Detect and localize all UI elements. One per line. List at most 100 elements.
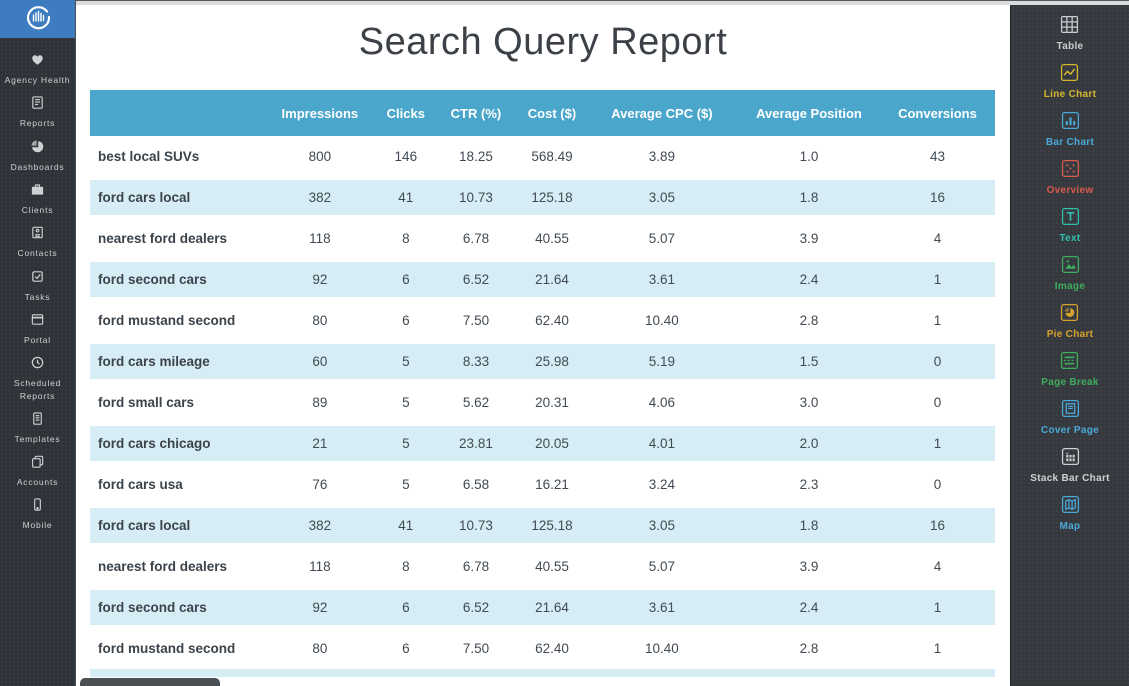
- cost-cell: 25.98: [535, 354, 569, 369]
- app-logo[interactable]: [0, 0, 75, 38]
- ctr-cell: 8.33: [462, 354, 490, 369]
- widget-item-page-break[interactable]: Page Break: [1041, 351, 1098, 388]
- impressions-cell: 80: [312, 313, 328, 328]
- template-document-icon: [30, 411, 45, 431]
- sidebar-item-accounts[interactable]: Accounts: [0, 454, 76, 488]
- average-cpc-cell: 3.61: [648, 272, 676, 287]
- partial-table-row: [90, 669, 995, 677]
- sidebar-item-templates[interactable]: Templates: [0, 411, 76, 445]
- average-position-cell: 2.4: [799, 272, 819, 287]
- sidebar-item-clients[interactable]: Clients: [0, 182, 76, 216]
- sidebar-item-portal[interactable]: Portal: [0, 312, 76, 346]
- sidebar-item-label: Clients: [21, 204, 54, 215]
- overview-dots-icon: [1061, 159, 1080, 183]
- average-cpc-cell: 4.01: [648, 436, 676, 451]
- column-header-cost: Cost ($): [527, 105, 577, 121]
- impressions-cell: 800: [308, 149, 332, 164]
- table-row[interactable]: ford mustand second 80 6 7.50 62.40 10.4…: [90, 628, 995, 669]
- average-position-cell: 1.5: [799, 354, 819, 369]
- widget-item-text[interactable]: Text: [1059, 207, 1080, 244]
- table-row[interactable]: nearest ford dealers 118 8 6.78 40.55 5.…: [90, 546, 995, 587]
- logo-chart-circle-icon: [24, 3, 52, 36]
- column-header-conversions: Conversions: [898, 105, 977, 121]
- ctr-cell: 7.50: [462, 313, 490, 328]
- cost-cell: 62.40: [535, 641, 569, 656]
- average-cpc-cell: 3.61: [648, 600, 676, 615]
- query-cell: ford cars usa: [98, 477, 183, 492]
- widget-item-table[interactable]: Table: [1057, 15, 1084, 52]
- sidebar-item-mobile[interactable]: Mobile: [0, 497, 76, 531]
- table-row[interactable]: ford second cars 92 6 6.52 21.64 3.61 2.…: [90, 259, 995, 300]
- impressions-cell: 92: [312, 600, 328, 615]
- cost-cell: 125.18: [531, 518, 573, 533]
- table-row[interactable]: ford cars local 382 41 10.73 125.18 3.05…: [90, 177, 995, 218]
- page-title[interactable]: Search Query Report: [358, 21, 728, 63]
- conversions-cell: 1: [933, 313, 942, 328]
- widget-item-line-chart[interactable]: Line Chart: [1044, 63, 1096, 100]
- widget-item-bar-chart[interactable]: Bar Chart: [1046, 111, 1094, 148]
- table-row[interactable]: ford second cars 92 6 6.52 21.64 3.61 2.…: [90, 587, 995, 628]
- image-icon: [1061, 255, 1080, 279]
- widget-item-overview[interactable]: Overview: [1047, 159, 1094, 196]
- widget-item-map[interactable]: Map: [1060, 495, 1081, 532]
- cost-cell: 21.64: [535, 272, 569, 287]
- query-cell: nearest ford dealers: [98, 231, 228, 246]
- column-header-impressions: Impressions: [281, 105, 359, 121]
- conversions-cell: 0: [933, 354, 942, 369]
- heart-icon: [30, 52, 45, 72]
- widget-item-pie-chart[interactable]: Pie Chart: [1047, 303, 1094, 340]
- impressions-cell: 89: [312, 395, 328, 410]
- table-body: best local SUVs 800 146 18.25 568.49 3.8…: [90, 136, 995, 669]
- sidebar-item-contacts[interactable]: Contacts: [0, 225, 76, 259]
- sidebar-item-dashboards[interactable]: Dashboards: [0, 139, 76, 173]
- widget-item-stack-bar-chart[interactable]: Stack Bar Chart: [1030, 447, 1110, 484]
- widget-label: Overview: [1046, 185, 1094, 196]
- sidebar-item-label: Dashboards: [10, 161, 65, 172]
- ctr-cell: 6.52: [462, 272, 490, 287]
- average-position-cell: 1.8: [799, 518, 819, 533]
- conversions-cell: 1: [933, 600, 942, 615]
- cost-cell: 20.05: [535, 436, 569, 451]
- sidebar-item-agency-health[interactable]: Agency Health: [0, 52, 76, 86]
- ctr-cell: 10.73: [459, 190, 493, 205]
- average-position-cell: 2.3: [799, 477, 819, 492]
- query-cell: ford cars chicago: [98, 436, 211, 451]
- window-top-strip: [76, 0, 1129, 5]
- widget-item-cover-page[interactable]: Cover Page: [1041, 399, 1099, 436]
- table-header-row: Impressions Clicks CTR (%) Cost ($) Aver…: [90, 90, 995, 136]
- sidebar-item-label: Portal: [23, 334, 51, 345]
- table-row[interactable]: ford small cars 89 5 5.62 20.31 4.06 3.0…: [90, 382, 995, 423]
- query-cell: ford cars mileage: [98, 354, 210, 369]
- column-header-ctr: CTR (%): [450, 105, 502, 121]
- sidebar-item-label: Mobile: [22, 520, 53, 531]
- table-row[interactable]: ford cars mileage 60 5 8.33 25.98 5.19 1…: [90, 341, 995, 382]
- impressions-cell: 382: [308, 518, 332, 533]
- ctr-cell: 10.73: [459, 518, 493, 533]
- conversions-cell: 4: [933, 231, 942, 246]
- table-row[interactable]: ford mustand second 80 6 7.50 62.40 10.4…: [90, 300, 995, 341]
- widget-item-image[interactable]: Image: [1055, 255, 1085, 292]
- ctr-cell: 7.50: [462, 641, 490, 656]
- average-position-cell: 2.0: [799, 436, 819, 451]
- clicks-cell: 146: [394, 149, 418, 164]
- average-cpc-cell: 5.07: [648, 231, 676, 246]
- widget-label: Line Chart: [1043, 89, 1097, 100]
- table-row[interactable]: nearest ford dealers 118 8 6.78 40.55 5.…: [90, 218, 995, 259]
- left-nav-items: Agency Health Reports Dashboards Clients…: [0, 38, 75, 532]
- ctr-cell: 23.81: [459, 436, 493, 451]
- table-row[interactable]: ford cars chicago 21 5 23.81 20.05 4.01 …: [90, 423, 995, 464]
- sidebar-item-label: Accounts: [16, 477, 59, 488]
- table-row[interactable]: ford cars local 382 41 10.73 125.18 3.05…: [90, 505, 995, 546]
- sidebar-item-scheduled-reports[interactable]: Scheduled Reports: [0, 355, 76, 402]
- sidebar-item-tasks[interactable]: Tasks: [0, 269, 76, 303]
- table-row[interactable]: ford cars usa 76 5 6.58 16.21 3.24 2.3 0: [90, 464, 995, 505]
- left-sidebar: Agency Health Reports Dashboards Clients…: [0, 0, 76, 686]
- conversions-cell: 16: [929, 190, 945, 205]
- clicks-cell: 5: [402, 477, 410, 492]
- impressions-cell: 92: [312, 272, 328, 287]
- clicks-cell: 8: [402, 559, 410, 574]
- table-row[interactable]: best local SUVs 800 146 18.25 568.49 3.8…: [90, 136, 995, 177]
- sidebar-item-reports[interactable]: Reports: [0, 95, 76, 129]
- average-cpc-cell: 5.07: [648, 559, 676, 574]
- conversions-cell: 43: [929, 149, 945, 164]
